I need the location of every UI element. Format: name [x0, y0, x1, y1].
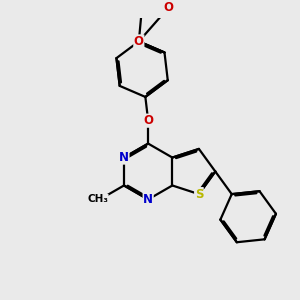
Text: N: N [143, 193, 153, 206]
Text: S: S [195, 188, 203, 201]
Text: N: N [119, 151, 129, 164]
Text: O: O [143, 114, 153, 127]
Text: CH₃: CH₃ [87, 194, 108, 204]
Text: O: O [134, 35, 144, 48]
Text: O: O [164, 1, 174, 14]
